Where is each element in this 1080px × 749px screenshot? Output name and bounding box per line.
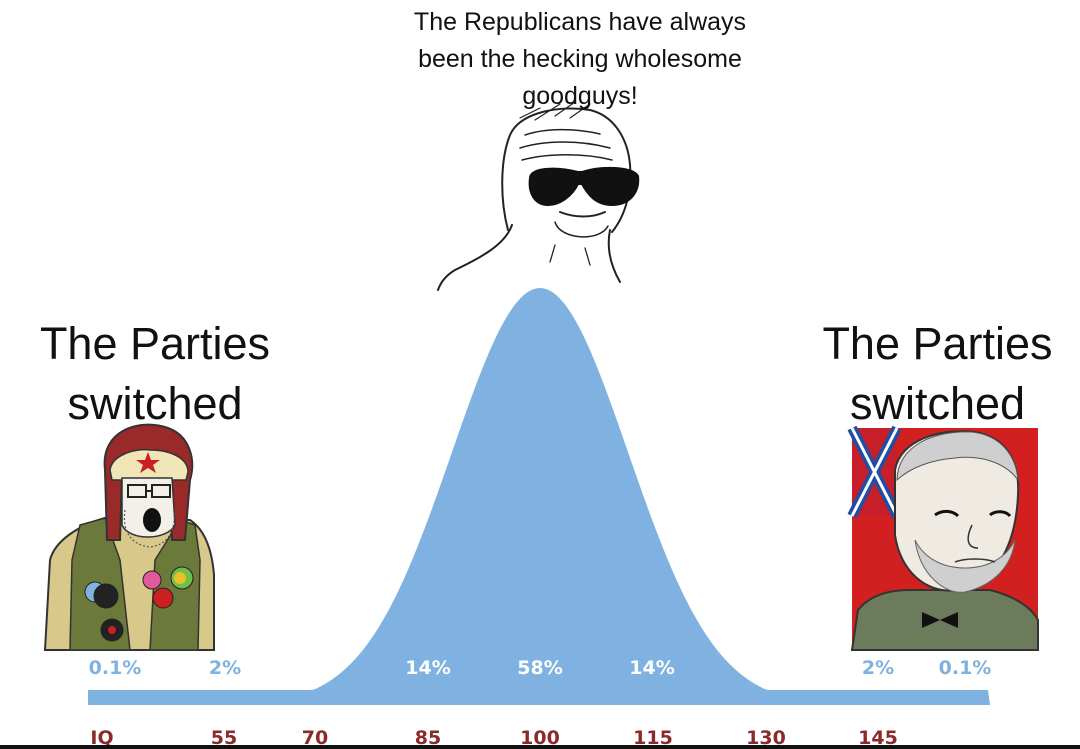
percentage-label: 14% — [405, 657, 450, 679]
iq-label: 100 — [520, 727, 560, 749]
percentage-label: 0.1% — [939, 657, 992, 679]
iq-label: 55 — [211, 727, 237, 749]
iq-label: 70 — [302, 727, 328, 749]
bell-curve — [88, 288, 990, 705]
iq-label: 130 — [746, 727, 786, 749]
percentage-label: 2% — [209, 657, 241, 679]
percentage-label: 58% — [517, 657, 562, 679]
percentage-label: 14% — [629, 657, 674, 679]
iq-label: IQ — [90, 727, 113, 749]
percentage-label: 5% — [748, 657, 780, 679]
wojak-confederate-general-icon — [847, 425, 1039, 651]
percentage-label: 5% — [300, 657, 332, 679]
percentage-label: 2% — [862, 657, 894, 679]
left-caption: The Parties switched — [39, 318, 271, 429]
wojak-sunglasses-boomer-icon — [437, 101, 640, 291]
iq-labels: IQ 55 70 85 100 115 130 145 — [90, 727, 897, 749]
iq-label: 85 — [415, 727, 441, 749]
iq-label: 115 — [633, 727, 673, 749]
right-caption: The Parties switched — [822, 318, 1053, 429]
bottom-border — [0, 745, 1080, 749]
top-caption: The Republicans have always been the hec… — [413, 8, 747, 110]
iq-label: 145 — [858, 727, 898, 749]
percentage-labels: 0.1% 2% 5% 14% 58% 14% 5% 2% 0.1% — [89, 657, 992, 679]
percentage-label: 0.1% — [89, 657, 142, 679]
wojak-antifa-ushanka-icon — [43, 423, 215, 651]
